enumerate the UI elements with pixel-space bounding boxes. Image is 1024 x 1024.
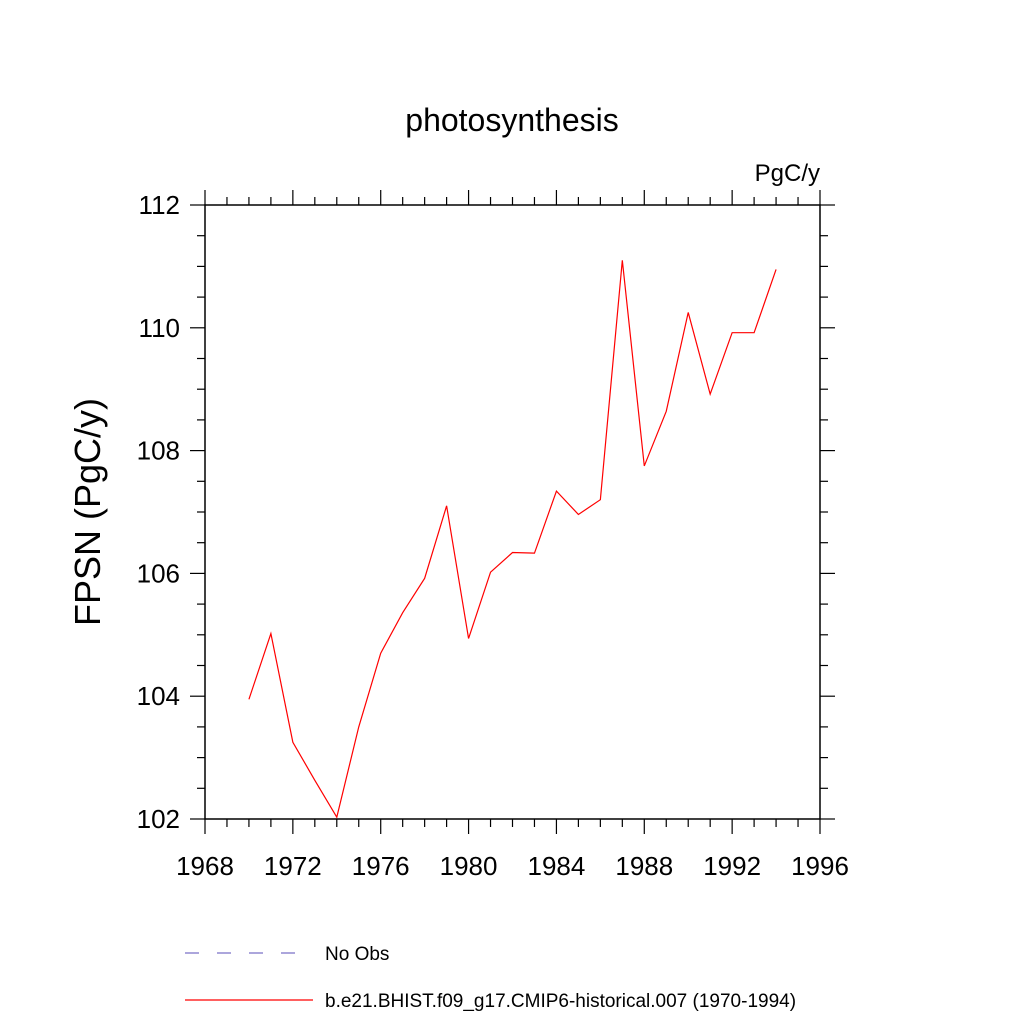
x-tick-label: 1972 [264, 851, 322, 881]
y-tick-label: 110 [139, 313, 180, 343]
plot-frame [204, 204, 821, 820]
y-tick-label: 102 [137, 804, 180, 834]
x-tick-label: 1988 [615, 851, 673, 881]
x-tick-label: 1968 [176, 851, 234, 881]
x-tick-label: 1996 [791, 851, 849, 881]
axis-ticks: 1968 1972 1976 1980 1984 1988 1992 1996 102 104 10… [137, 190, 849, 881]
y-tick-label: 108 [137, 436, 180, 466]
series-group [248, 260, 777, 819]
series-line [248, 260, 777, 819]
legend-label: b.e21.BHIST.f09_g17.CMIP6-historical.007… [325, 991, 796, 1012]
legend-label: No Obs [325, 944, 389, 965]
chart-title: photosynthesis [405, 102, 618, 138]
chart-units-label: PgC/y [755, 160, 820, 187]
x-tick-label: 1980 [440, 851, 498, 881]
x-tick-label: 1984 [528, 851, 586, 881]
y-tick-label: 106 [137, 558, 180, 588]
x-tick-label: 1992 [703, 851, 761, 881]
y-tick-label: 112 [139, 190, 180, 220]
y-tick-label: 104 [137, 681, 180, 711]
x-tick-label: 1976 [352, 851, 410, 881]
y-axis-label: FPSN (PgC/y) [67, 398, 108, 626]
legend: No Obs b.e21.BHIST.f09_g17.CMIP6-historic… [185, 944, 796, 1012]
